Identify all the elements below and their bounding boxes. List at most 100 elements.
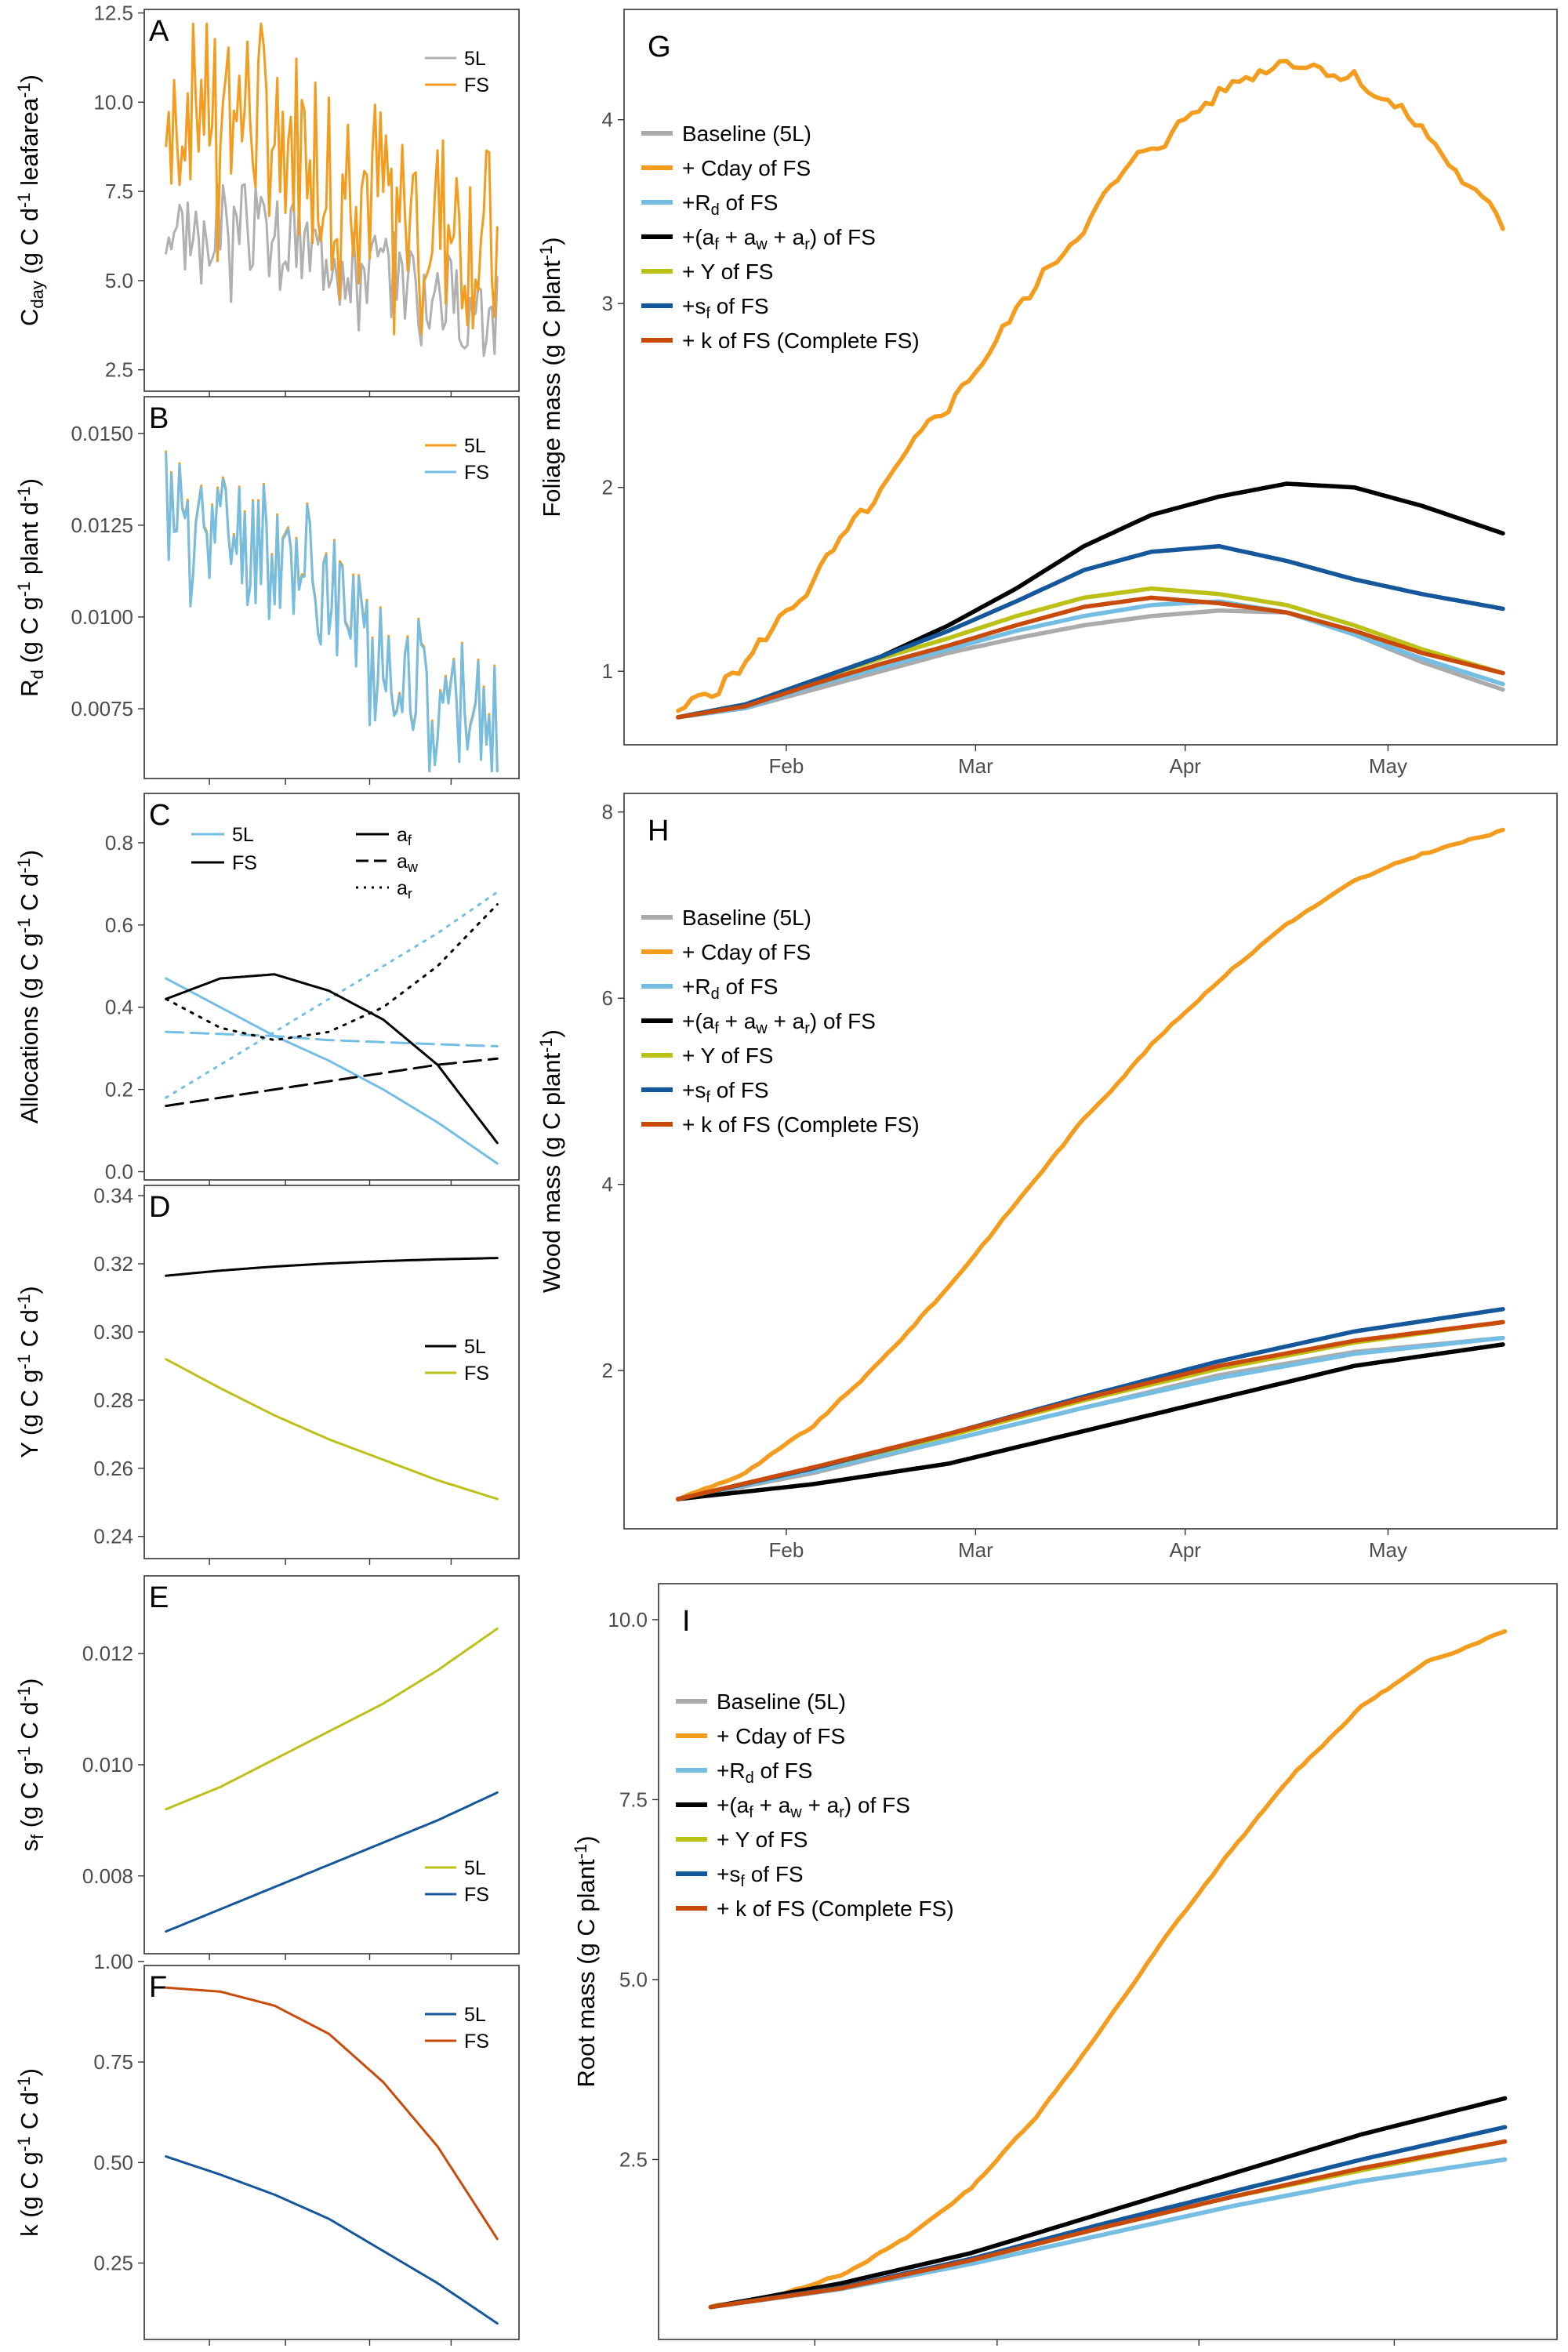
panel-h: 2 4 6 8 Feb Mar Apr May Wood mass (g C plant-1) H… — [536, 793, 1558, 1562]
series-line — [676, 543, 1505, 720]
panel-i: 2.5 5.0 7.5 10.0 Feb Mar Apr May Root mass (g C … — [571, 1583, 1558, 2352]
y-tick-label: 7.5 — [619, 1788, 648, 1811]
legend-label: + k of FS (Complete FS) — [682, 1112, 920, 1137]
series-line — [708, 2139, 1508, 2310]
legend-label: + Y of FS — [717, 1828, 808, 1852]
x-tick-label: May — [1369, 754, 1407, 778]
plot-frame — [623, 9, 1558, 746]
legend-label: + Y of FS — [682, 1044, 773, 1068]
legend-label: + Cday of FS — [717, 1724, 845, 1748]
series-line — [165, 1358, 499, 1501]
panel-e: 0.008 0.010 0.012 sf (g C g-1 C d-1) E 5L FS — [14, 1575, 520, 1960]
panel-d: 0.24 0.26 0.28 0.30 0.32 0.34 Y (g C g-1 C d-1… — [14, 1184, 520, 1565]
series-line — [165, 1986, 499, 2241]
legend-label: +Rd of FS — [682, 975, 778, 1003]
legend-label: FS — [232, 852, 257, 874]
legend-label: FS — [464, 2031, 489, 2053]
series-line — [165, 22, 499, 336]
plot-frame — [623, 793, 1558, 1530]
y-tick-label: 0.28 — [93, 1388, 133, 1412]
legend-label: +sf of FS — [682, 1078, 769, 1106]
panel-label: G — [648, 31, 671, 64]
x-tick-label: Mar — [958, 754, 993, 778]
series-line — [708, 2096, 1508, 2310]
series-line — [165, 1791, 499, 1933]
panel-c: 0.0 0.2 0.4 0.6 0.8 Allocations (g C g-1 C d-… — [14, 793, 520, 1186]
y-tick-label: 5.0 — [105, 269, 133, 292]
legend-label: FS — [464, 74, 489, 96]
x-tick-label: May — [432, 2349, 470, 2352]
y-tick-label: 2.5 — [105, 358, 133, 382]
y-tick-label: 0.0125 — [71, 514, 133, 537]
series-line — [165, 977, 499, 1165]
legend-label: Baseline (5L) — [682, 122, 811, 146]
y-axis-title: Rd (g C g-1 plant d-1) — [14, 478, 46, 697]
legend-label: Baseline (5L) — [717, 1690, 846, 1714]
y-tick-label: 0.30 — [93, 1320, 133, 1344]
y-tick-label: 0.0150 — [71, 422, 133, 445]
legend-label: +sf of FS — [717, 1862, 804, 1890]
y-tick-label: 0.24 — [93, 1525, 133, 1548]
y-tick-label: 8 — [602, 800, 613, 824]
legend-label: + Cday of FS — [682, 156, 811, 180]
y-tick-label: 1.00 — [93, 1950, 133, 1973]
series-line — [676, 827, 1505, 1502]
y-tick-label: 10.0 — [93, 90, 133, 114]
x-tick-label: Feb — [797, 2349, 833, 2352]
legend-label: 5L — [464, 1857, 486, 1879]
panel-label: E — [149, 1581, 169, 1614]
x-tick-label: May — [1369, 1538, 1407, 1562]
series-line — [676, 1335, 1505, 1501]
y-axis-title: sf (g C g-1 C d-1) — [14, 1679, 46, 1852]
x-tick-label: Apr — [354, 2349, 386, 2352]
legend-label: +(af + aw + ar) of FS — [682, 225, 876, 253]
legend-label: +(af + aw + ar) of FS — [717, 1793, 910, 1821]
series-line — [165, 891, 499, 1099]
legend-label: +sf of FS — [682, 294, 769, 322]
y-tick-label: 0.26 — [93, 1457, 133, 1480]
y-tick-label: 0.2 — [105, 1078, 133, 1102]
series-line — [165, 452, 499, 773]
x-tick-label: May — [1375, 2349, 1414, 2352]
panel-label: F — [149, 1971, 167, 2004]
series-line — [165, 183, 499, 358]
series-line — [676, 59, 1505, 713]
legend-label: 5L — [232, 824, 254, 846]
y-tick-label: 0.32 — [93, 1252, 133, 1276]
legend-label: +Rd of FS — [717, 1759, 812, 1787]
series-line — [165, 1257, 499, 1277]
legend-label: + k of FS (Complete FS) — [682, 328, 920, 353]
y-tick-label: 4 — [602, 1173, 613, 1196]
x-tick-label: Feb — [769, 1538, 804, 1562]
panel-label: D — [149, 1191, 170, 1224]
y-tick-label: 12.5 — [93, 2, 133, 25]
panel-label: A — [149, 15, 169, 48]
y-tick-label: 3 — [602, 292, 613, 315]
series-line — [165, 1627, 499, 1811]
legend-label: FS — [464, 1363, 489, 1385]
y-tick-label: 0.0 — [105, 1160, 133, 1184]
legend-label: +Rd of FS — [682, 191, 778, 219]
y-tick-label: 0.010 — [82, 1753, 133, 1777]
y-tick-label: 0.4 — [105, 996, 133, 1019]
x-tick-label: Apr — [1169, 1538, 1201, 1562]
y-axis-title: Foliage mass (g C plant-1) — [536, 237, 565, 517]
y-tick-label: 0.34 — [93, 1184, 133, 1207]
plot-frame — [143, 793, 520, 1181]
panel-b: 0.0075 0.0100 0.0125 0.0150 Rd (g C g-1 plan… — [14, 396, 520, 785]
x-tick-label: Feb — [769, 754, 804, 778]
legend-label: 5L — [464, 1336, 486, 1358]
x-tick-label: Mar — [979, 2349, 1014, 2352]
y-tick-label: 2 — [602, 476, 613, 499]
x-tick-label: Feb — [192, 2349, 227, 2352]
y-axis-title: k (g C g-1 C d-1) — [14, 2068, 43, 2237]
panel-label: I — [682, 1605, 691, 1638]
series-line — [165, 973, 499, 1145]
panel-label: B — [149, 402, 169, 435]
y-tick-label: 6 — [602, 986, 613, 1010]
x-tick-label: Apr — [1169, 754, 1201, 778]
y-tick-label: 5.0 — [619, 1968, 648, 1991]
series-line — [676, 1342, 1505, 1501]
y-axis-title: Allocations (g C g-1 C d-1) — [14, 850, 43, 1123]
y-tick-label: 2.5 — [619, 2147, 648, 2171]
